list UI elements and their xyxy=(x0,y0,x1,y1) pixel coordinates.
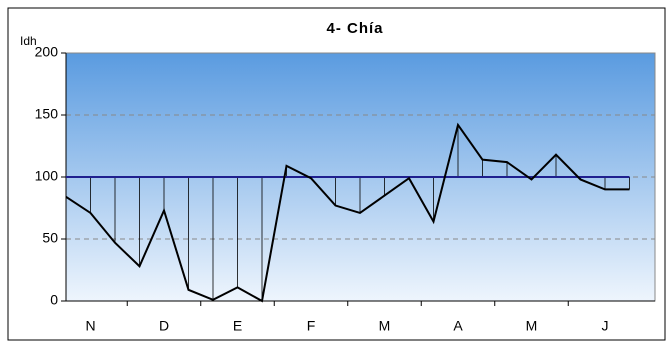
x-tick-label: F xyxy=(307,318,316,334)
chart-title: 4- Chía xyxy=(326,20,383,37)
y-tick-label: 50 xyxy=(42,230,58,246)
x-tick-label: A xyxy=(453,318,463,334)
y-tick-label: 100 xyxy=(35,168,59,184)
x-tick-label: E xyxy=(233,318,242,334)
x-tick-label: D xyxy=(159,318,169,334)
x-tick-label: N xyxy=(85,318,95,334)
y-tick-label: 150 xyxy=(35,106,59,122)
x-tick-label: M xyxy=(379,318,391,334)
y-tick-label: 0 xyxy=(50,292,58,308)
x-tick-label: J xyxy=(602,318,609,334)
x-tick-label: M xyxy=(526,318,538,334)
data-line xyxy=(65,122,630,303)
y-tick-label: 200 xyxy=(35,44,59,60)
y-axis-label: Idh xyxy=(20,34,37,48)
